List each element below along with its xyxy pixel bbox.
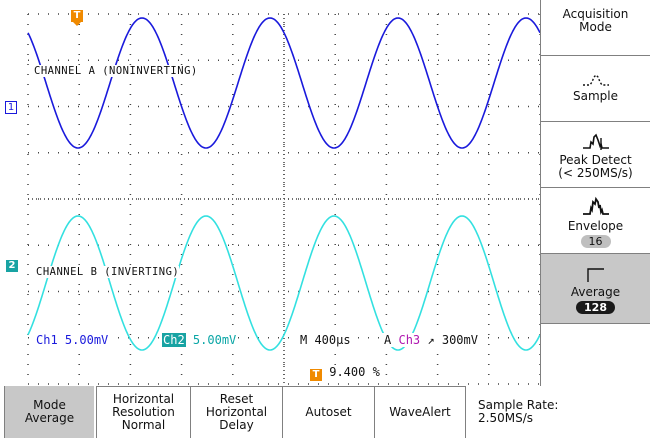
trigger-position-icon: T — [310, 369, 322, 381]
average-mode-button[interactable]: Average 128 — [540, 254, 650, 324]
envelope-label: Envelope — [567, 219, 624, 233]
trigger-readout[interactable]: A Ch3 ↗ 300mV — [382, 333, 480, 347]
hres-line-3: Normal — [121, 418, 166, 432]
trigger-position-marker: T — [71, 10, 83, 22]
trigger-level: 300mV — [441, 333, 478, 347]
wavealert-label: WaveAlert — [389, 405, 451, 419]
trigger-slope-icon: ↗ — [427, 333, 435, 347]
ch1-trace-label: CHANNEL A (NONINVERTING) — [34, 65, 198, 77]
autoset-button[interactable]: Autoset — [282, 386, 374, 438]
sample-mode-button[interactable]: Sample — [540, 56, 650, 122]
reset-line-1: Reset — [219, 392, 254, 406]
mode-value: Average — [24, 411, 75, 425]
reset-line-2: Horizontal — [205, 405, 268, 419]
bottom-menu: Mode Average Horizontal Resolution Norma… — [0, 386, 650, 438]
peak-detect-label: Peak Detect — [559, 153, 632, 167]
acquisition-mode-title: Acquisition Mode — [540, 0, 650, 56]
average-icon — [586, 268, 604, 282]
sample-rate-label: Sample Rate: — [478, 398, 559, 412]
hres-line-2: Resolution — [112, 405, 175, 419]
sample-label: Sample — [573, 89, 618, 103]
acquisition-side-menu: Acquisition Mode Sample Peak Detect (< 2… — [540, 0, 650, 386]
ch2-trace-label: CHANNEL B (INVERTING) — [36, 266, 180, 278]
ch1-ground-marker[interactable]: 1 — [5, 101, 17, 114]
ch2-waveform — [27, 215, 540, 351]
average-label: Average — [570, 285, 621, 299]
timebase-readout[interactable]: M 400µs — [298, 333, 353, 347]
envelope-count: 16 — [580, 235, 611, 248]
trigger-arrow-icon — [71, 20, 83, 26]
trigger-source: Ch3 — [398, 333, 421, 347]
ch1-scale-readout[interactable]: Ch1 5.00mV — [34, 333, 111, 347]
ch1-scale: 5.00mV — [64, 333, 109, 347]
ch2-scale-readout[interactable]: Ch2 5.00mV — [160, 333, 239, 347]
sample-rate-value: 2.50MS/s — [478, 411, 533, 425]
waveform-display: T 1 2 CHANNEL A (NONINVERTING) CHANNEL B… — [5, 10, 540, 385]
autoset-label: Autoset — [305, 405, 352, 419]
horizontal-resolution-button[interactable]: Horizontal Resolution Normal — [96, 386, 190, 438]
sample-rate-readout: Sample Rate: 2.50MS/s — [468, 386, 648, 438]
peak-detect-mode-button[interactable]: Peak Detect (< 250MS/s) — [540, 122, 650, 188]
envelope-mode-button[interactable]: Envelope 16 — [540, 188, 650, 254]
delta-label: A — [384, 333, 392, 347]
title-line-2: Mode — [579, 20, 612, 34]
reset-line-3: Delay — [219, 418, 254, 432]
mode-average-button[interactable]: Mode Average — [4, 386, 94, 438]
ch2-name: Ch2 — [162, 333, 186, 347]
title-line-1: Acquisition — [562, 7, 629, 21]
peak-detect-rate: (< 250MS/s) — [558, 166, 633, 180]
mode-label: Mode — [33, 398, 66, 412]
envelope-icon — [582, 196, 609, 215]
wavealert-button[interactable]: WaveAlert — [374, 386, 466, 438]
graticule — [27, 13, 540, 385]
trigger-position-value: 9.400 % — [329, 365, 380, 379]
reset-horizontal-delay-button[interactable]: Reset Horizontal Delay — [190, 386, 282, 438]
side-menu-blank — [540, 324, 650, 386]
ch1-name: Ch1 — [36, 333, 58, 347]
hres-line-1: Horizontal — [112, 392, 175, 406]
average-count: 128 — [576, 301, 615, 314]
sample-waveform-icon — [582, 74, 609, 86]
trigger-position-readout: T 9.400 % — [308, 365, 382, 381]
peak-detect-icon — [582, 133, 609, 150]
ch2-scale: 5.00mV — [192, 333, 237, 347]
ch2-ground-marker[interactable]: 2 — [6, 260, 18, 272]
